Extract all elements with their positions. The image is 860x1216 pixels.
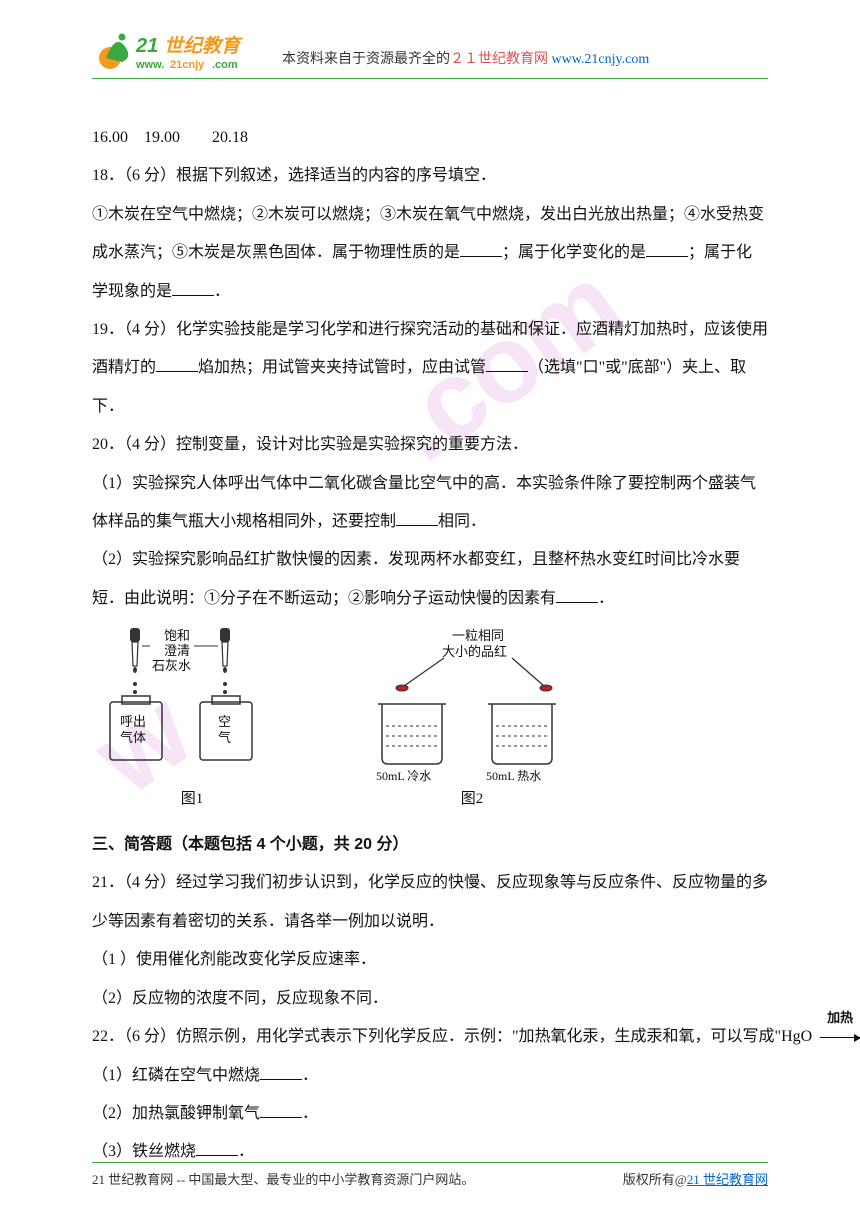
page-header: 21 世纪教育 www. 21cnjy .com 本资料来自于资源最齐全的２１世… xyxy=(92,28,768,79)
figure-1-caption: 图1 xyxy=(92,790,292,808)
q19: 19．（4 分）化学实验技能是学习化学和进行探究活动的基础和保证．应酒精灯加热时… xyxy=(92,311,768,426)
figure-2-caption: 图2 xyxy=(362,790,582,808)
top-numbers: 16.00 19.00 20.18 xyxy=(92,119,768,157)
reaction-condition: 加热 xyxy=(816,1002,860,1033)
tagline-prefix: 本资料来自于资源最齐全的 xyxy=(282,52,450,67)
blank xyxy=(646,241,688,257)
svg-text:澄清: 澄清 xyxy=(164,643,190,658)
q21-stem: 21．（4 分）经过学习我们初步认识到，化学反应的快慢、反应现象等与反应条件、反… xyxy=(92,864,768,941)
blank xyxy=(396,510,438,526)
page-footer: 21 世纪教育网 -- 中国最大型、最专业的中小学教育资源门户网站。 版权所有@… xyxy=(92,1162,768,1188)
q22-2-text: （2）加热氯酸钾制氧气 xyxy=(92,1105,260,1122)
svg-text:石灰水: 石灰水 xyxy=(152,658,191,673)
document-body: 16.00 19.00 20.18 18．（6 分）根据下列叙述，选择适当的内容… xyxy=(92,119,768,1172)
svg-text:一粒相同: 一粒相同 xyxy=(452,628,504,643)
q22-1: （1）红磷在空气中燃烧． xyxy=(92,1057,768,1095)
footer-link[interactable]: 21 世纪教育网 xyxy=(687,1172,768,1187)
q22-stem: 22．（6 分）仿照示例，用化学式表示下列化学反应．示例："加热氧化汞，生成汞和… xyxy=(92,1018,768,1057)
svg-text:21: 21 xyxy=(135,35,158,57)
q18-stem: 18．（6 分）根据下列叙述，选择适当的内容的序号填空． xyxy=(92,157,768,195)
tagline-link[interactable]: www.21cnjy.com xyxy=(552,52,650,67)
figure-row: 饱和 澄清 石灰水 呼出 气体 空 气 xyxy=(92,626,768,808)
q22-1-text: （1）红磷在空气中燃烧 xyxy=(92,1067,260,1084)
q22-text: 22．（6 分）仿照示例，用化学式表示下列化学反应．示例："加热氧化汞，生成汞和… xyxy=(92,1028,812,1045)
blank xyxy=(196,1140,238,1156)
reaction-arrow: 加热 xyxy=(816,1018,860,1056)
blank xyxy=(486,356,528,372)
q20-1-tail: 相同． xyxy=(438,513,486,530)
logo-icon: 21 世纪教育 www. 21cnjy .com xyxy=(92,28,262,74)
svg-text:50mL 热水: 50mL 热水 xyxy=(486,769,541,783)
q22-3-text: （3）铁丝燃烧 xyxy=(92,1143,196,1160)
figure-1-svg: 饱和 澄清 石灰水 呼出 气体 空 气 xyxy=(92,626,292,786)
svg-text:呼出: 呼出 xyxy=(120,714,146,729)
q19-b: 焰加热；用试管夹夹持试管时，应由试管 xyxy=(198,359,486,376)
q18-options: ①木炭在空气中燃烧；②木炭可以燃烧；③木炭在氧气中燃烧，发出白光放出热量；④水受… xyxy=(92,196,768,311)
blank xyxy=(556,587,598,603)
period: ． xyxy=(598,590,614,607)
svg-text:饱和: 饱和 xyxy=(164,628,190,643)
footer-right: 版权所有@21 世纪教育网 xyxy=(623,1169,768,1188)
q20-1: （1）实验探究人体呼出气体中二氧化碳含量比空气中的高．本实验条件除了要控制两个盛… xyxy=(92,465,768,542)
footer-right-prefix: 版权所有@ xyxy=(623,1172,687,1187)
footer-left: 21 世纪教育网 -- 中国最大型、最专业的中小学教育资源门户网站。 xyxy=(92,1169,474,1188)
header-tagline: 本资料来自于资源最齐全的２１世纪教育网 www.21cnjy.com xyxy=(282,48,768,74)
tagline-red: ２１世纪教育网 xyxy=(450,52,548,67)
blank xyxy=(460,241,502,257)
q22-2: （2）加热氯酸钾制氧气． xyxy=(92,1095,768,1133)
blank xyxy=(260,1102,302,1118)
svg-text:世纪教育: 世纪教育 xyxy=(164,35,243,57)
q20-stem: 20．（4 分）控制变量，设计对比实验是实验探究的重要方法． xyxy=(92,426,768,464)
q21-2: （2）反应物的浓度不同，反应现象不同． xyxy=(92,980,768,1018)
svg-text:空: 空 xyxy=(218,714,231,729)
blank xyxy=(260,1064,302,1080)
blank xyxy=(172,280,214,296)
q18-mid: ；属于化学变化的是 xyxy=(502,244,646,261)
figure-2: 一粒相同 大小的品红 50mL 冷水 xyxy=(362,626,582,808)
figure-2-svg: 一粒相同 大小的品红 50mL 冷水 xyxy=(362,626,582,786)
svg-text:50mL 冷水: 50mL 冷水 xyxy=(376,769,431,783)
svg-text:气体: 气体 xyxy=(120,730,146,745)
blank xyxy=(156,356,198,372)
section-3-heading: 三、简答题（本题包括 4 个小题，共 20 分） xyxy=(92,826,768,864)
q20-2: （2）实验探究影响品红扩散快慢的因素．发现两杯水都变红，且整杯热水变红时间比冷水… xyxy=(92,541,768,618)
svg-text:气: 气 xyxy=(218,730,231,745)
q20-2-text: （2）实验探究影响品红扩散快慢的因素．发现两杯水都变红，且整杯热水变红时间比冷水… xyxy=(92,551,740,606)
svg-text:大小的品红: 大小的品红 xyxy=(442,644,507,659)
svg-text:www.: www. xyxy=(135,59,164,71)
site-logo: 21 世纪教育 www. 21cnjy .com xyxy=(92,28,262,74)
svg-text:21cnjy: 21cnjy xyxy=(170,59,205,71)
period: ． xyxy=(214,283,230,300)
svg-text:.com: .com xyxy=(212,59,238,71)
figure-1: 饱和 澄清 石灰水 呼出 气体 空 气 xyxy=(92,626,292,808)
q21-1: （1 ）使用催化剂能改变化学反应速率． xyxy=(92,941,768,979)
